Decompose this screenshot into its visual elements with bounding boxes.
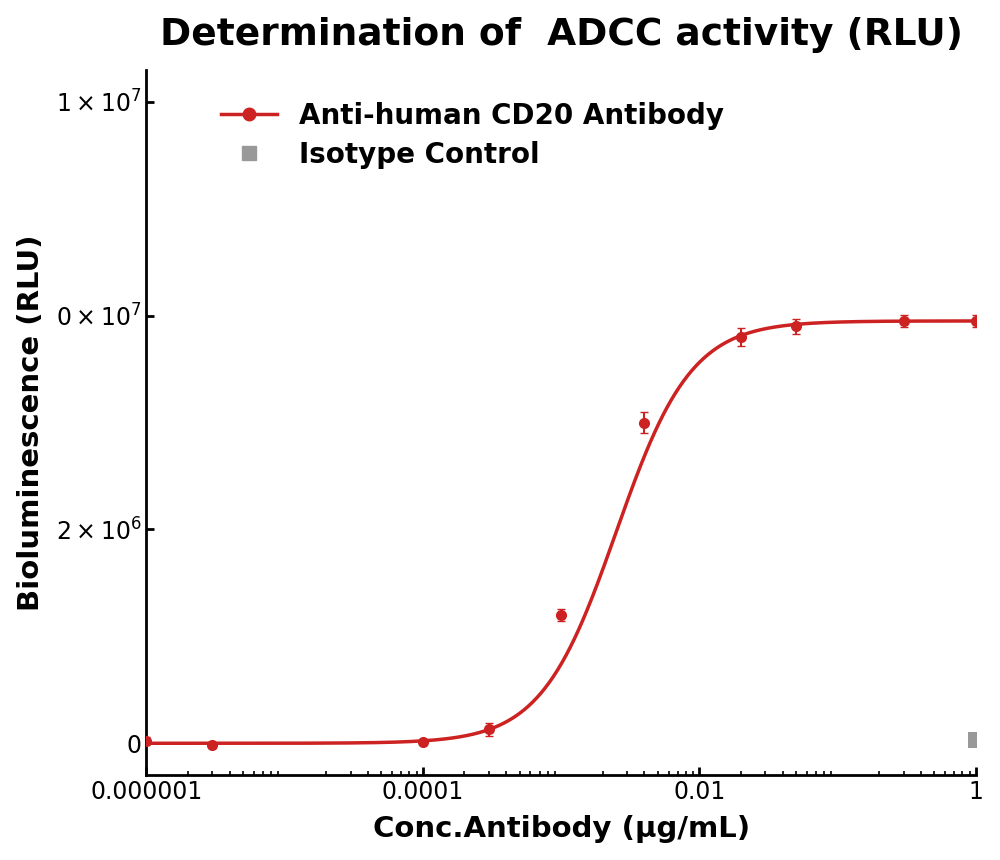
X-axis label: Conc.Antibody (μg/mL): Conc.Antibody (μg/mL) <box>373 815 750 844</box>
Point <box>968 734 984 747</box>
Legend: Anti-human CD20 Antibody, Isotype Control: Anti-human CD20 Antibody, Isotype Contro… <box>210 90 735 180</box>
Y-axis label: Bioluminescence (RLU): Bioluminescence (RLU) <box>17 234 45 611</box>
Title: Determination of  ADCC activity (RLU): Determination of ADCC activity (RLU) <box>160 16 963 52</box>
